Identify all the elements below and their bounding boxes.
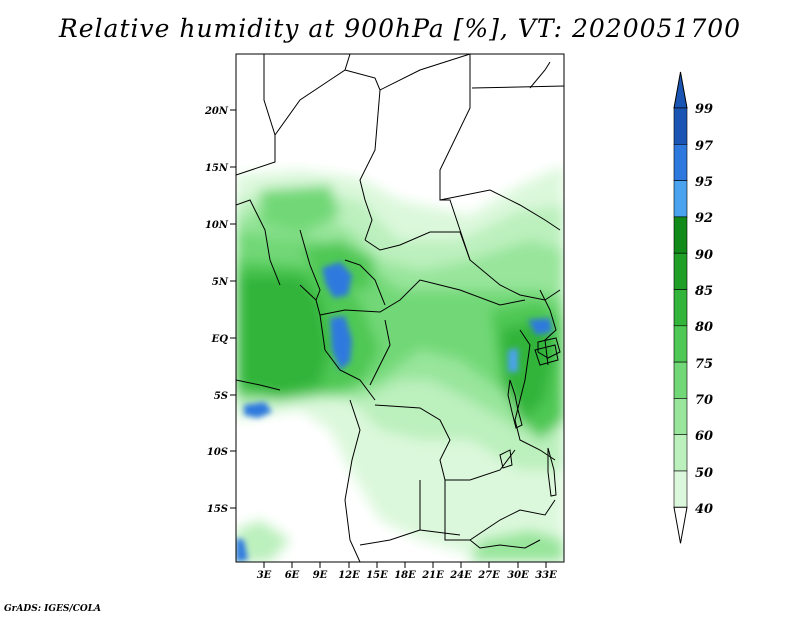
lon-tick: 12E [338, 562, 360, 581]
lat-tick-label: 10S [207, 447, 228, 458]
lon-axis: 3E 6E 9E 12E 15E 18E 21E 24E 27E 30E 33E [257, 562, 557, 581]
lat-tick: 15S [207, 504, 236, 515]
lat-tick-label: 5S [214, 391, 228, 402]
lat-tick-label: 5N [212, 277, 229, 288]
colorbar-label: 97 [695, 139, 713, 154]
colorbar-label: 50 [695, 466, 713, 481]
colorbar-cell [673, 398, 688, 435]
colorbar-label: 80 [695, 320, 713, 335]
lat-tick-label: 20N [204, 106, 229, 117]
lat-tick: 15N [205, 163, 236, 174]
colorbar-cell [673, 216, 688, 254]
colorbar-cell [673, 252, 688, 290]
lon-tick-label: 27E [477, 570, 500, 581]
lon-tick-label: 6E [285, 570, 300, 581]
humidity-max-patches [236, 262, 552, 562]
lon-tick-label: 18E [394, 570, 416, 581]
lon-tick: 18E [394, 562, 416, 581]
lon-tick: 33E [535, 562, 557, 581]
colorbar-arrow-bottom [673, 506, 688, 544]
lon-tick: 21E [421, 562, 444, 581]
lat-tick: 5N [212, 277, 236, 288]
colorbar-cell [673, 107, 688, 145]
lon-tick-label: 30E [507, 570, 529, 581]
lon-tick-label: 24E [449, 570, 472, 581]
colorbar-cell [673, 289, 688, 327]
grads-credit: GrADS: IGES/COLA [4, 604, 102, 614]
lat-axis: 20N 15N 10N 5N EQ 5S 10S 15S [204, 106, 236, 515]
lon-tick: 27E [477, 562, 500, 581]
colorbar-cell [673, 470, 688, 508]
colorbar-label: 92 [695, 211, 713, 226]
colorbar: 99 97 95 92 90 85 80 75 70 60 50 40 [673, 71, 713, 544]
colorbar-label: 70 [695, 393, 713, 408]
lon-tick-label: 21E [421, 570, 444, 581]
lon-tick: 9E [313, 562, 328, 581]
colorbar-labels: 99 97 95 92 90 85 80 75 70 60 50 40 [695, 102, 713, 517]
colorbar-cell [673, 180, 688, 218]
colorbar-label: 90 [695, 248, 713, 263]
colorbar-arrow-top [673, 71, 688, 109]
lat-tick-label: 15S [207, 504, 228, 515]
colorbar-label: 40 [695, 502, 713, 517]
lon-tick: 30E [507, 562, 529, 581]
colorbar-cells [673, 71, 688, 544]
lon-tick: 6E [285, 562, 300, 581]
colorbar-cell [673, 325, 688, 363]
colorbar-cell [673, 361, 688, 399]
lat-tick-label: EQ [211, 334, 229, 345]
lat-tick: 5S [214, 391, 236, 402]
lon-tick-label: 9E [313, 570, 328, 581]
map-title: Relative humidity at 900hPa [%], VT: 202… [58, 14, 742, 43]
colorbar-cell [673, 144, 688, 181]
lat-tick: 10S [207, 447, 236, 458]
lat-tick-label: 15N [205, 163, 229, 174]
colorbar-label: 60 [695, 429, 713, 444]
lon-tick-label: 15E [366, 570, 388, 581]
lat-tick-label: 10N [205, 220, 229, 231]
lon-tick-label: 12E [338, 570, 360, 581]
map-frame [235, 53, 565, 563]
lat-tick: 20N [204, 106, 236, 117]
country-borders [236, 54, 564, 562]
lat-tick: 10N [205, 220, 236, 231]
colorbar-label: 99 [695, 102, 713, 117]
lon-tick: 24E [449, 562, 472, 581]
colorbar-label: 85 [695, 284, 713, 299]
map-panel [236, 54, 564, 562]
lon-tick: 3E [257, 562, 272, 581]
colorbar-label: 75 [695, 357, 713, 372]
lakes [499, 337, 561, 497]
lon-tick: 15E [366, 562, 388, 581]
lat-tick: EQ [211, 334, 236, 345]
lon-tick-label: 3E [257, 570, 272, 581]
lon-tick-label: 33E [535, 570, 557, 581]
colorbar-cell [673, 434, 688, 472]
colorbar-label: 95 [695, 175, 713, 190]
